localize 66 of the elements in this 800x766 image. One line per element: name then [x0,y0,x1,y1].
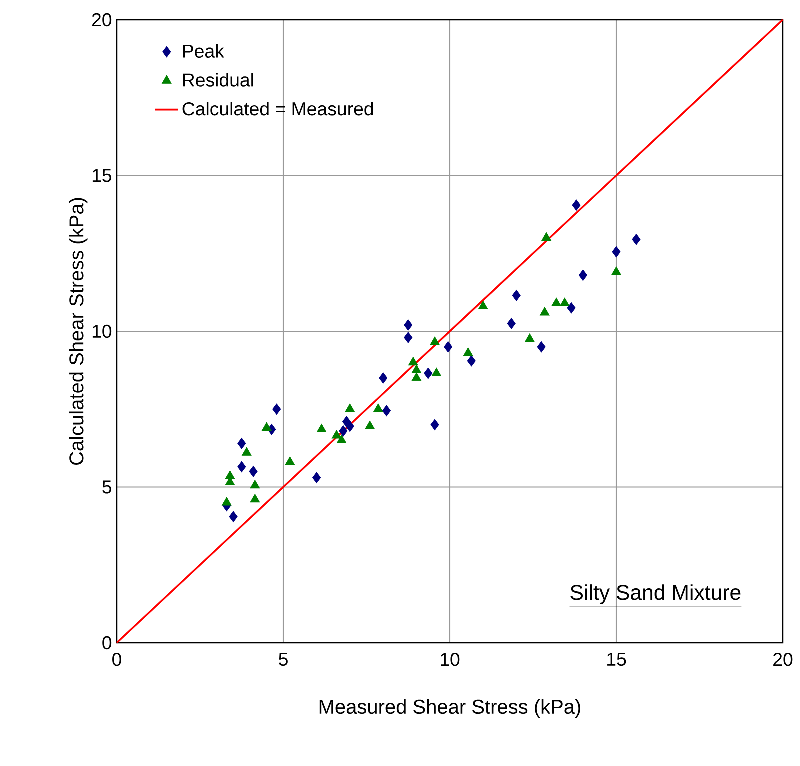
x-axis-title: Measured Shear Stress (kPa) [320,699,580,718]
point [285,456,296,466]
point [404,332,413,344]
legend-label: Calculated = Measured [182,102,374,116]
point [225,470,236,480]
point [537,341,546,353]
point [572,200,581,211]
y-tick-label: 10 [92,324,112,338]
point [250,494,260,503]
point [512,290,521,302]
point [404,320,413,331]
point [312,472,322,484]
point [552,298,562,306]
point [262,422,272,431]
point [567,302,576,314]
point [540,307,550,316]
point [346,420,354,432]
y-tick-label: 5 [102,480,112,494]
point [332,430,342,439]
point [242,447,252,456]
point [382,405,392,417]
point [272,404,282,415]
point [578,270,588,282]
point [444,341,453,353]
point [379,372,388,384]
point [238,461,246,473]
point [316,424,327,433]
legend-label: Residual [183,73,254,87]
point [478,300,488,310]
point [612,266,622,276]
point [560,298,570,306]
point [412,364,422,374]
point [463,348,474,356]
point [430,419,440,431]
point [345,404,355,412]
point [612,246,621,258]
x-tick-label: 5 [279,653,288,666]
point [374,404,384,412]
point [222,497,232,506]
point [249,466,258,478]
annotation: Silty Sand Mixture [570,584,741,604]
point [238,438,246,450]
x-tick-label: 20 [774,653,793,666]
y-axis-title: Calculated Shear Stress (kPa) [69,198,88,465]
y-tick-label: 0 [102,636,112,650]
point [542,232,552,241]
point [432,368,442,376]
x-tick-label: 0 [112,653,122,666]
point [250,480,260,489]
point [632,234,641,246]
point [507,318,516,330]
point [412,372,422,382]
point [424,368,433,380]
point [365,420,375,430]
point [467,355,476,367]
point [339,426,348,437]
point [408,357,418,366]
point [525,334,535,342]
y-tick-label: 15 [92,169,112,182]
point [336,434,347,444]
x-tick-label: 10 [441,653,460,666]
y-tick-label: 20 [92,13,112,27]
x-tick-label: 15 [608,653,626,666]
legend-label: Peak [183,44,224,58]
point [430,336,440,346]
point [229,511,238,522]
